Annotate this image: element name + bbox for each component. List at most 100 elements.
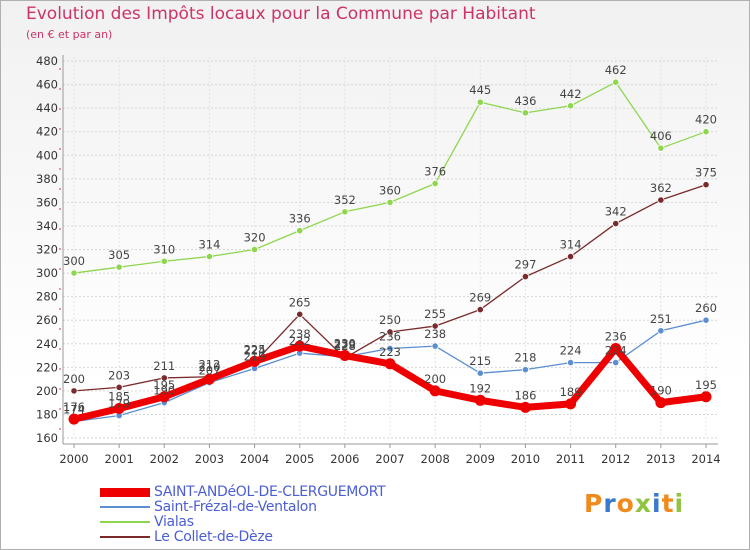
y-tick-label: 240	[36, 337, 58, 351]
y-tick-label: 460	[36, 78, 58, 92]
data-point	[431, 322, 439, 330]
logo-letter: i	[674, 489, 685, 518]
data-point	[702, 181, 710, 189]
data-label: 190	[650, 384, 672, 398]
data-label: 185	[108, 390, 130, 404]
logo-letter: x	[634, 489, 652, 518]
chart-title: Evolution des Impôts locaux pour la Comm…	[26, 4, 536, 24]
data-label: 195	[695, 378, 717, 392]
data-label: 190	[153, 384, 175, 398]
data-point	[160, 374, 168, 382]
x-tick-label: 2012	[601, 452, 630, 466]
data-label: 179	[108, 397, 130, 411]
data-label: 223	[379, 345, 401, 359]
data-point	[429, 385, 441, 397]
data-point	[521, 366, 530, 374]
x-tick-label: 2008	[421, 452, 450, 466]
data-label: 195	[153, 378, 175, 392]
x-tick-label: 2006	[330, 452, 359, 466]
data-label: 310	[153, 242, 175, 256]
y-tick-label: 340	[36, 219, 58, 233]
y-tick-label: 160	[36, 431, 58, 445]
data-label: 436	[514, 94, 536, 108]
data-label: 224	[560, 344, 582, 358]
data-point	[565, 398, 577, 410]
data-label: 251	[650, 312, 672, 326]
data-label: 224	[244, 344, 266, 358]
data-label: 250	[379, 313, 401, 327]
y-tick-label: 320	[36, 243, 58, 257]
data-point	[521, 272, 530, 281]
data-point	[702, 316, 710, 324]
data-point	[655, 397, 667, 409]
logo-letter: t	[661, 489, 675, 518]
x-tick-label: 2003	[195, 452, 224, 466]
data-label: 232	[289, 334, 311, 348]
data-label: 314	[560, 238, 582, 252]
data-label: 219	[244, 349, 266, 363]
data-point	[566, 358, 575, 367]
x-tick-label: 2004	[240, 452, 269, 466]
data-point	[474, 394, 486, 406]
x-tick-label: 2005	[285, 452, 314, 466]
legend-swatch	[100, 506, 150, 508]
data-label: 238	[289, 327, 311, 341]
x-tick-label: 2011	[556, 452, 585, 466]
data-point	[158, 391, 170, 403]
data-label: 305	[108, 248, 130, 262]
y-tick-label: 200	[36, 384, 58, 398]
y-tick-label: 280	[36, 290, 58, 304]
data-point	[476, 369, 484, 377]
data-point	[476, 305, 484, 314]
data-label: 420	[695, 113, 717, 127]
data-label: 238	[424, 327, 446, 341]
data-point	[612, 78, 620, 86]
data-label: 192	[469, 381, 491, 395]
x-tick-label: 2002	[150, 452, 179, 466]
y-tick-label: 420	[36, 125, 58, 139]
data-label: 342	[605, 205, 627, 219]
data-label: 211	[153, 359, 175, 373]
data-label: 229	[334, 338, 356, 352]
data-label: 200	[63, 372, 85, 386]
data-point	[113, 403, 125, 415]
y-tick-label: 440	[36, 101, 58, 115]
data-point	[610, 342, 622, 354]
data-label: 236	[605, 329, 627, 343]
data-label: 230	[334, 337, 356, 351]
data-label: 297	[514, 258, 536, 272]
data-label: 375	[695, 166, 717, 180]
y-tick-label: 400	[36, 148, 58, 162]
data-point	[70, 269, 78, 277]
x-tick-label: 2007	[375, 452, 404, 466]
x-tick-label: 2001	[105, 452, 134, 466]
data-point	[386, 328, 394, 336]
data-label: 260	[695, 301, 717, 315]
logo-letter: o	[616, 489, 635, 518]
data-point	[476, 98, 484, 106]
data-point	[339, 350, 351, 362]
data-point	[384, 358, 396, 370]
data-point	[657, 196, 665, 204]
data-label: 189	[560, 385, 582, 399]
x-tick-label: 2014	[691, 452, 720, 466]
data-point	[296, 227, 304, 235]
x-tick-label: 2013	[646, 452, 675, 466]
x-tick-label: 2009	[466, 452, 495, 466]
data-label: 376	[424, 165, 446, 179]
data-label: 314	[198, 238, 220, 252]
data-label: 265	[289, 295, 311, 309]
data-label: 236	[379, 329, 401, 343]
data-point	[250, 245, 259, 254]
data-point	[115, 383, 123, 391]
data-label: 269	[469, 291, 491, 305]
legend-label: SAINT-ANDéOL-DE-CLERGUEMORT	[154, 484, 386, 500]
logo-letter: i	[652, 489, 662, 518]
y-tick-label: 360	[36, 195, 58, 209]
data-point	[386, 198, 394, 206]
legend-swatch	[100, 521, 150, 523]
data-label: 225	[244, 342, 266, 356]
proxiti-logo: Proxiti	[584, 489, 684, 518]
